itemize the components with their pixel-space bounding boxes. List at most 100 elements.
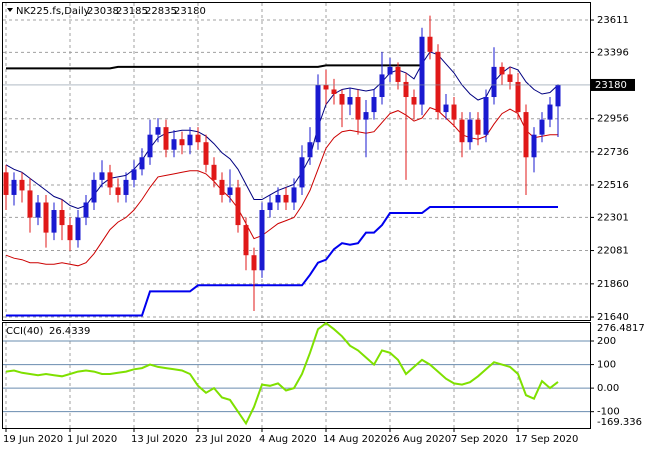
candle-body bbox=[107, 172, 113, 188]
y-tick-label: 21640 bbox=[597, 312, 629, 323]
candle-body bbox=[299, 157, 305, 188]
candle-body bbox=[283, 194, 289, 203]
candle-body bbox=[179, 139, 185, 146]
candle-body bbox=[203, 142, 209, 165]
y-tick-label: 22081 bbox=[597, 246, 629, 257]
x-tick-label: 17 Sep 2020 bbox=[515, 434, 578, 445]
candle-body bbox=[59, 210, 65, 226]
candle-body bbox=[467, 119, 473, 143]
candle-body bbox=[363, 112, 369, 120]
y-tick-label: 22956 bbox=[597, 114, 629, 125]
candle-body bbox=[307, 142, 313, 158]
chart-title: NK225.fs,Daily bbox=[16, 6, 90, 17]
candle-body bbox=[555, 84, 561, 107]
candle-body bbox=[267, 202, 273, 211]
candle-body bbox=[51, 210, 57, 233]
candle-body bbox=[235, 187, 241, 226]
candle-body bbox=[35, 202, 41, 218]
candle-body bbox=[91, 179, 97, 203]
series-line bbox=[6, 64, 422, 70]
series-line bbox=[6, 206, 558, 317]
cci-min-label: -169.336 bbox=[597, 417, 642, 428]
x-tick-label: 7 Sep 2020 bbox=[451, 434, 508, 445]
price-panel bbox=[2, 2, 591, 321]
candle-body bbox=[547, 104, 553, 120]
y-tick-label: 22301 bbox=[597, 212, 629, 223]
y-tick-label: 22736 bbox=[597, 147, 629, 158]
candle-body bbox=[379, 74, 385, 98]
candle-body bbox=[131, 169, 137, 180]
candle-body bbox=[403, 81, 409, 98]
candle-body bbox=[259, 210, 265, 271]
candle-body bbox=[155, 127, 161, 135]
candle-body bbox=[211, 164, 217, 180]
x-tick-label: 13 Jul 2020 bbox=[131, 434, 188, 445]
candle-body bbox=[147, 134, 153, 158]
candle-body bbox=[347, 97, 353, 105]
candle-body bbox=[427, 36, 433, 52]
menu-arrow bbox=[7, 8, 13, 12]
candle-body bbox=[459, 119, 465, 143]
candle-body bbox=[139, 157, 145, 170]
candle-body bbox=[171, 139, 177, 150]
candle-body bbox=[11, 179, 17, 195]
candle-body bbox=[275, 194, 281, 203]
candle-body bbox=[315, 84, 321, 143]
candle-body bbox=[355, 97, 361, 120]
candle-body bbox=[115, 187, 121, 195]
y-tick-label: 23611 bbox=[597, 15, 629, 26]
candle-body bbox=[483, 97, 489, 135]
candle-body bbox=[195, 134, 201, 143]
candle-body bbox=[3, 172, 9, 195]
candle-body bbox=[291, 187, 297, 203]
candle-body bbox=[523, 112, 529, 158]
candle-body bbox=[83, 202, 89, 218]
candle-body bbox=[163, 127, 169, 150]
x-tick-label: 19 Jun 2020 bbox=[3, 434, 63, 445]
header-open: 23038 bbox=[87, 6, 119, 17]
candle-body bbox=[507, 74, 513, 82]
candle-body bbox=[411, 97, 417, 105]
header-low: 22835 bbox=[145, 6, 177, 17]
candle-body bbox=[43, 202, 49, 233]
candle-body bbox=[251, 255, 257, 271]
candle-body bbox=[491, 66, 497, 98]
candle-body bbox=[219, 179, 225, 195]
y-tick-label: 21860 bbox=[597, 279, 629, 290]
header-close: 23180 bbox=[174, 6, 206, 17]
y-tick-label: 0.00 bbox=[597, 383, 619, 394]
x-tick-label: 1 Jul 2020 bbox=[67, 434, 117, 445]
candle-body bbox=[27, 190, 33, 218]
candle-body bbox=[419, 36, 425, 105]
y-tick-label: 22516 bbox=[597, 180, 629, 191]
header-high: 23185 bbox=[116, 6, 148, 17]
cci-panel bbox=[2, 322, 591, 429]
candle-body bbox=[187, 134, 193, 146]
cci-title: CCI(40) bbox=[6, 326, 44, 337]
price-box bbox=[591, 78, 635, 91]
x-tick-label: 23 Jul 2020 bbox=[195, 434, 252, 445]
candle-body bbox=[499, 66, 505, 75]
candle-body bbox=[243, 225, 249, 256]
candle-body bbox=[387, 66, 393, 75]
candle-body bbox=[475, 119, 481, 135]
candle-body bbox=[227, 187, 233, 195]
candle-body bbox=[339, 94, 345, 105]
series-line bbox=[5, 321, 559, 426]
y-tick-label: 200 bbox=[597, 336, 616, 347]
x-tick-label: 4 Aug 2020 bbox=[259, 434, 317, 445]
candle-body bbox=[451, 104, 457, 120]
candle-body bbox=[323, 84, 329, 90]
x-tick-label: 14 Aug 2020 bbox=[323, 434, 387, 445]
candle-body bbox=[539, 119, 545, 135]
series-line bbox=[5, 51, 559, 210]
candle-body bbox=[371, 97, 377, 113]
series-line bbox=[5, 107, 558, 267]
candle-body bbox=[99, 172, 105, 180]
price-box-label: 23180 bbox=[595, 80, 627, 91]
candle-body bbox=[331, 89, 337, 95]
candle-body bbox=[123, 179, 129, 195]
y-tick-label: 100 bbox=[597, 360, 616, 371]
candle-body bbox=[515, 81, 521, 113]
